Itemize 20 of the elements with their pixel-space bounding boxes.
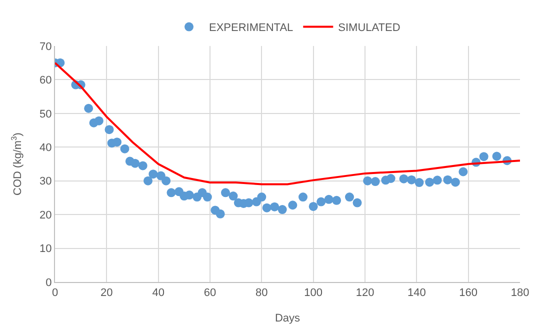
- x-tick-label: 60: [204, 287, 216, 300]
- x-tick-label: 140: [407, 287, 426, 300]
- y-tick-label: 70: [40, 40, 52, 53]
- legend-label: EXPERIMENTAL: [209, 22, 294, 34]
- x-tick-label: 20: [100, 287, 113, 300]
- y-tick-label: 0: [46, 276, 52, 289]
- y-tick-label: 20: [40, 209, 52, 222]
- y-tick-label: 50: [40, 108, 52, 120]
- x-tick-label: 40: [152, 287, 164, 300]
- x-tick-label: 80: [256, 287, 268, 300]
- y-tick-label: 40: [40, 142, 52, 154]
- x-tick-label: 160: [459, 287, 478, 300]
- y-tick-label: 60: [40, 74, 52, 87]
- y-tick-label: 10: [40, 243, 52, 256]
- legend-label: SIMULATED: [338, 22, 400, 34]
- x-axis-title: Days: [274, 312, 301, 324]
- x-tick-label: 100: [304, 287, 323, 300]
- x-tick-label: 120: [356, 287, 374, 300]
- x-tick-label: 180: [510, 287, 530, 300]
- y-tick-label: 30: [40, 176, 52, 188]
